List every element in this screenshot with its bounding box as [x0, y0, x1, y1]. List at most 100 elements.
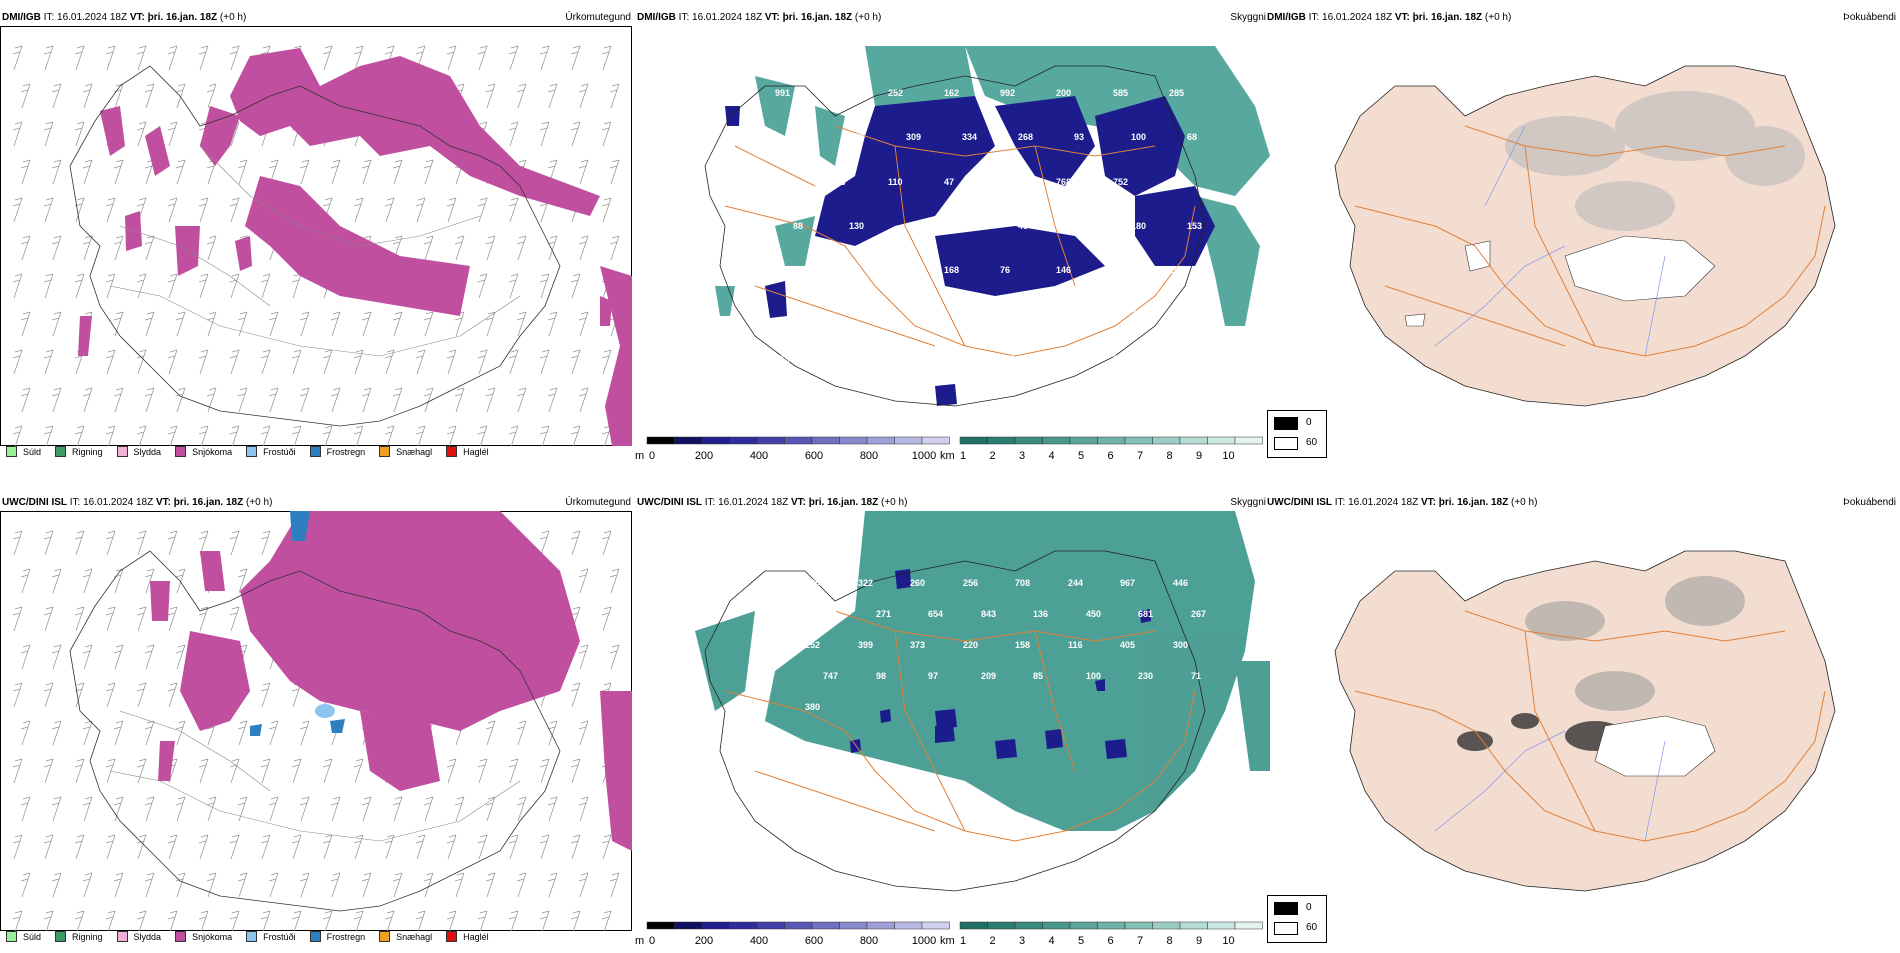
visibility-value: 182: [1169, 265, 1184, 275]
colorbar-segment: [1015, 922, 1043, 929]
colorbar-segment: [960, 437, 988, 444]
visibility-value: 100: [1131, 132, 1146, 142]
fog-swatch-white: [1274, 922, 1298, 935]
precip-legend-swatch: [246, 446, 257, 457]
visibility-value: 267: [1191, 609, 1206, 619]
colorbar-tick: 10: [1222, 450, 1234, 462]
visibility-value: 153: [1187, 221, 1202, 231]
visibility-value: 130: [849, 221, 864, 231]
colorbar-tick: 200: [695, 935, 713, 947]
precip-legend-item: Rigning: [55, 931, 103, 942]
precip-legend-label: Haglél: [463, 447, 489, 457]
precip-legend-label: Frostúði: [263, 932, 296, 942]
colorbar-segment: [785, 922, 813, 929]
colorbar-segment: [988, 922, 1016, 929]
visibility-value: 944: [831, 88, 846, 98]
precip-legend-item: Frostregn: [310, 446, 366, 457]
visibility-value: 271: [876, 609, 891, 619]
precip-legend-item: Snjókoma: [175, 931, 232, 942]
land: [1335, 551, 1835, 891]
precip-legend-swatch: [117, 931, 128, 942]
precip-legend-swatch: [117, 446, 128, 457]
precip-type-map: [0, 511, 632, 931]
precip-legend-swatch: [6, 931, 17, 942]
visibility-value: 450: [1086, 609, 1101, 619]
precip-legend-label: Frostregn: [327, 447, 366, 457]
precip-legend-label: Slydda: [134, 447, 162, 457]
colorbar-segment: [1043, 437, 1071, 444]
colorbar-tick: 1: [960, 450, 966, 462]
colorbar-unit: m: [635, 935, 644, 947]
precip-legend-label: Frostúði: [263, 447, 296, 457]
precip-legend: Súld Rigning Slydda Snjókoma Frostúði Frostre…: [0, 446, 497, 457]
visibility-value: 124: [1018, 309, 1033, 319]
colorbar-segment: [867, 922, 895, 929]
precip-legend-item: Rigning: [55, 446, 103, 457]
colorbar-tick: 3: [1019, 935, 1025, 947]
precip-type-map: [0, 26, 632, 446]
visibility-value: 52: [793, 309, 803, 319]
colorbar-tick: 400: [750, 935, 768, 947]
visibility-value: 89: [831, 354, 841, 364]
precip-legend-item: Súld: [6, 931, 41, 942]
colorbar-tick: 7: [1137, 935, 1143, 947]
visibility-value: 180: [1131, 221, 1146, 231]
colorbar-segment: [702, 922, 730, 929]
visibility-value: 169: [775, 354, 790, 364]
colorbar-segment: [1153, 922, 1181, 929]
colorbar-segment: [1070, 437, 1098, 444]
colorbar-segment: [785, 437, 813, 444]
visibility-value: 340: [775, 265, 790, 275]
precip-legend-item: Slydda: [117, 446, 162, 457]
fog-panel-bottom: UWC/DINI ISL IT: 16.01.2024 18Z VT: þri.…: [1265, 495, 1900, 950]
colorbar-tick: 10: [1222, 935, 1234, 947]
fog-swatch-black: [1274, 902, 1298, 915]
fog-panel-top: DMI/IGB IT: 16.01.2024 18Z VT: þri. 16.j…: [1265, 10, 1900, 465]
precip-legend-item: Haglél: [446, 446, 489, 457]
visibility-value: 76: [1000, 265, 1010, 275]
colorbar-segment: [812, 922, 840, 929]
visibility-value: 256: [963, 578, 978, 588]
panel-title: DMI/IGB IT: 16.01.2024 18Z VT: þri. 16.j…: [1267, 12, 1511, 23]
visibility-value: 399: [858, 640, 873, 650]
precip-type-panel-top: DMI/IGB IT: 16.01.2024 18Z VT: þri. 16.j…: [0, 10, 635, 465]
visibility-value: 260: [910, 578, 925, 588]
visibility-value: 85: [1033, 671, 1043, 681]
visibility-value: 162: [944, 88, 959, 98]
colorbar-unit: km: [940, 935, 955, 947]
precip-legend-label: Slydda: [134, 932, 162, 942]
colorbar-tick: 6: [1107, 935, 1113, 947]
fog-legend-bottom: 0 60: [1267, 895, 1327, 943]
visibility-value: 99: [849, 309, 859, 319]
visibility-value: 991: [775, 88, 790, 98]
precip-legend-label: Snjókoma: [192, 447, 232, 457]
visibility-value: 116: [1068, 640, 1083, 650]
visibility-value: 128: [1000, 354, 1015, 364]
precip-legend-swatch: [55, 931, 66, 942]
colorbar-tick: 5: [1078, 935, 1084, 947]
colorbar-tick: 6: [1107, 450, 1113, 462]
precip-legend-swatch: [379, 446, 390, 457]
panel-title: UWC/DINI ISL IT: 16.01.2024 18Z VT: þri.…: [1267, 497, 1537, 508]
precip-legend-item: Haglél: [446, 931, 489, 942]
colorbar-segment: [702, 437, 730, 444]
product-label: Skyggni: [1230, 12, 1266, 23]
precip-type-panel-bottom: UWC/DINI ISL IT: 16.01.2024 18Z VT: þri.…: [0, 495, 635, 950]
colorbar-segment: [840, 922, 868, 929]
fog-map: [1265, 26, 1900, 446]
colorbar-segment: [730, 922, 758, 929]
precip-legend-swatch: [446, 446, 457, 457]
visibility-value: 158: [1015, 640, 1030, 650]
colorbar-segment: [1125, 922, 1153, 929]
visibility-colorbar: m 0 200 400 600 800 1000 km 1 2 3 4 5 6 7 8 9 10: [635, 920, 1270, 950]
precip-legend-label: Snjókoma: [192, 932, 232, 942]
precip-legend-swatch: [6, 446, 17, 457]
colorbar-tick: 8: [1166, 935, 1172, 947]
precip-legend-label: Frostregn: [327, 932, 366, 942]
fog-map: [1265, 511, 1900, 931]
colorbar-strip: m 0 200 400 600 800 1000 km 1 2 3 4 5 6 7 8 9 10: [635, 435, 1270, 465]
visibility-value: 300: [1173, 640, 1188, 650]
visibility-value: 670: [849, 132, 864, 142]
fog-legend-value: 0: [1306, 417, 1312, 428]
colorbar-segment: [647, 922, 675, 929]
